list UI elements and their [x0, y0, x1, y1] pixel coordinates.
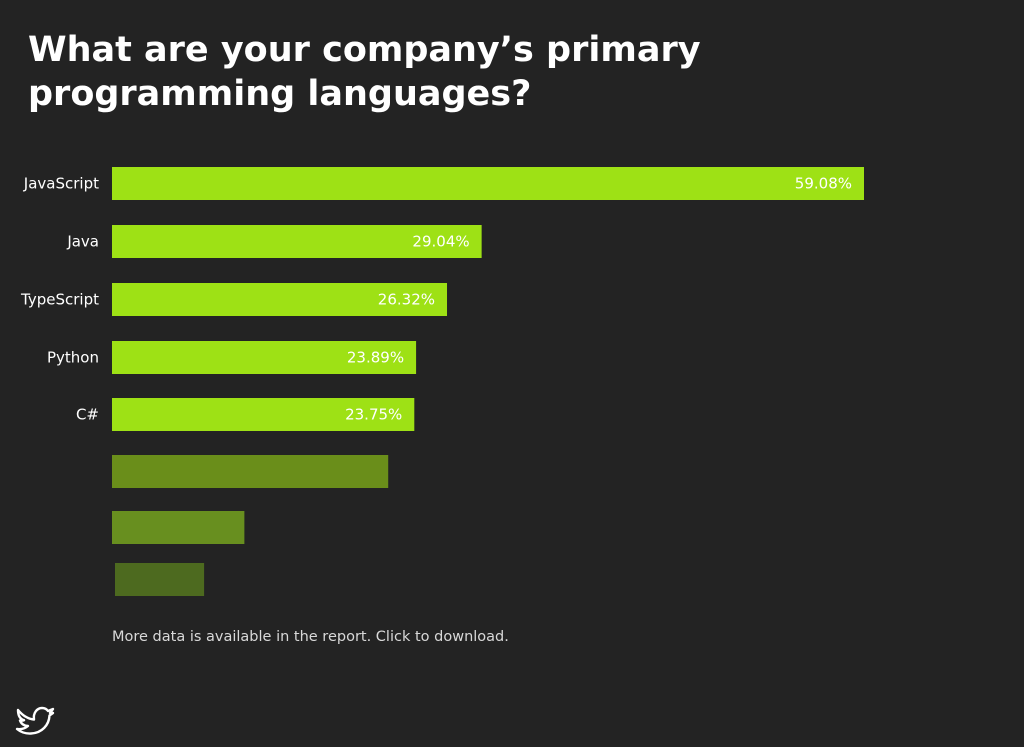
twitter-bird-icon[interactable]	[15, 702, 55, 736]
bar-6	[112, 455, 389, 488]
bar-4	[112, 341, 417, 374]
category-label: Java	[66, 233, 99, 251]
value-label: 29.04%	[412, 233, 469, 251]
category-label: Python	[47, 349, 99, 367]
download-report-link[interactable]: More data is available in the report. Cl…	[112, 629, 509, 645]
bar-5	[112, 398, 415, 431]
value-label: 26.32%	[378, 291, 435, 309]
value-label: 23.89%	[347, 349, 404, 367]
category-label: JavaScript	[23, 175, 99, 193]
bar-7	[112, 511, 245, 544]
bar-chart: JavaScript 59.08% Java 29.04% TypeScript 26.3…	[20, 167, 864, 596]
bar-2	[112, 225, 482, 258]
bar-8	[115, 563, 205, 596]
value-label: 59.08%	[795, 175, 852, 193]
category-label: C#	[76, 406, 99, 424]
bar-1	[112, 167, 864, 200]
category-label: TypeScript	[20, 291, 99, 309]
chart-title: What are your company’s primary programm…	[28, 30, 701, 114]
bar-3	[112, 283, 448, 316]
value-label: 23.75%	[345, 406, 402, 424]
